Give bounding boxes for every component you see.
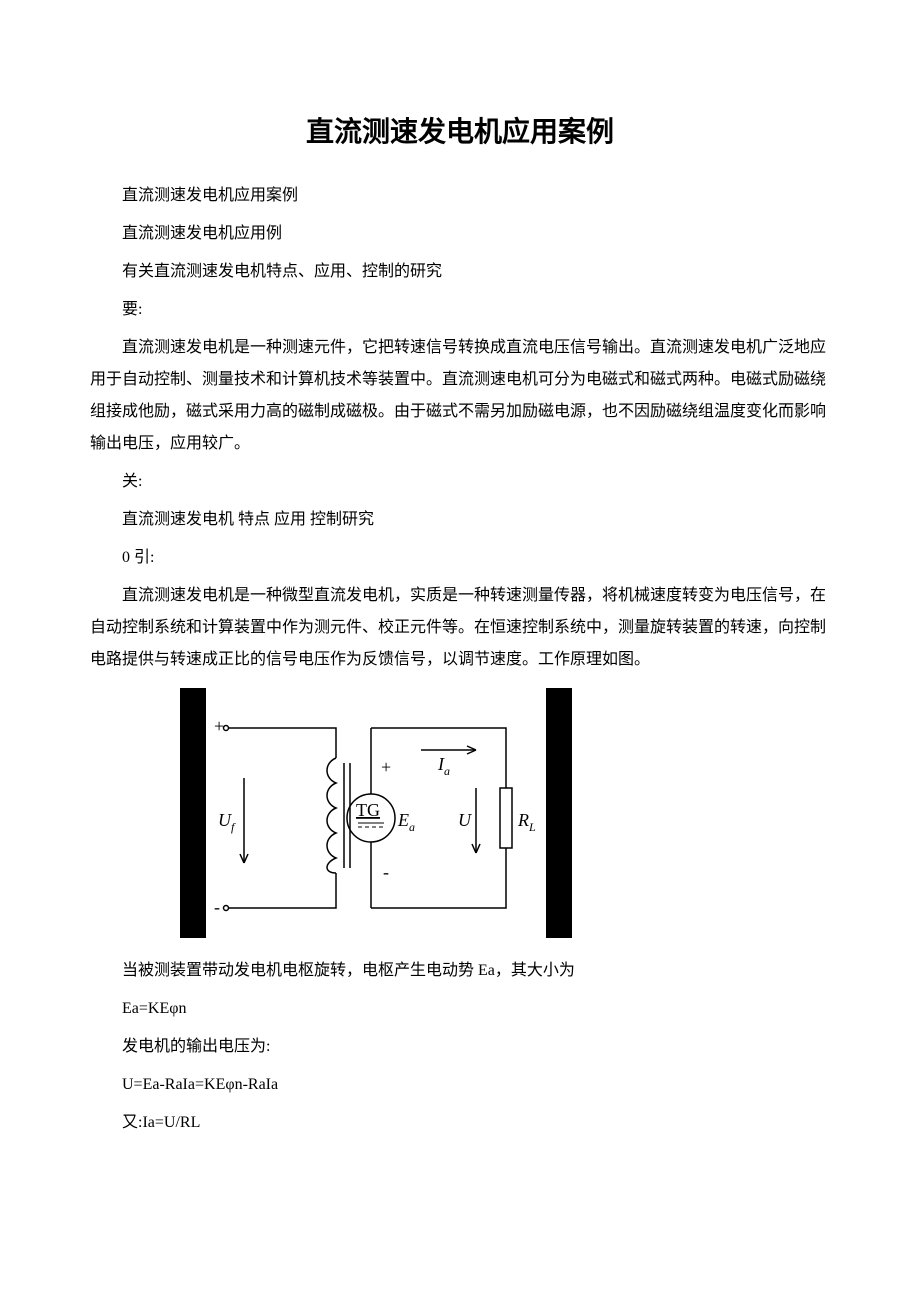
paragraph-5: 直流测速发电机是一种测速元件，它把转速信号转换成直流电压信号输出。直流测速发电机… xyxy=(90,332,830,460)
label-uf: Uf xyxy=(218,810,236,834)
paragraph-14: 又:Ia=U/RL xyxy=(90,1107,830,1139)
label-ea: Ea xyxy=(397,810,415,834)
label-ia: Ia xyxy=(437,754,450,778)
paragraph-10: 当被测装置带动发电机电枢旋转，电枢产生电动势 Ea，其大小为 xyxy=(90,955,830,987)
label-u: U xyxy=(458,810,472,830)
paragraph-2: 直流测速发电机应用例 xyxy=(90,218,830,250)
label-plus-left: + xyxy=(214,716,224,736)
circuit-diagram: + - Uf TG xyxy=(206,688,546,938)
circuit-figure-container: + - Uf TG xyxy=(180,688,830,943)
paragraph-1: 直流测速发电机应用案例 xyxy=(90,180,830,212)
circuit-figure-frame: + - Uf TG xyxy=(180,688,572,938)
page-title: 直流测速发电机应用案例 xyxy=(90,110,830,150)
label-minus-left: - xyxy=(214,897,220,917)
paragraph-8: 0 引: xyxy=(90,542,830,574)
paragraph-6: 关: xyxy=(90,466,830,498)
paragraph-9: 直流测速发电机是一种微型直流发电机，实质是一种转速测量传器，将机械速度转变为电压… xyxy=(90,580,830,676)
label-tg: TG xyxy=(356,800,380,820)
label-minus-mid: - xyxy=(383,862,389,882)
paragraph-12: 发电机的输出电压为: xyxy=(90,1031,830,1063)
paragraph-7: 直流测速发电机 特点 应用 控制研究 xyxy=(90,504,830,536)
paragraph-11: Ea=KEφn xyxy=(90,993,830,1025)
paragraph-13: U=Ea-RaIa=KEφn-RaIa xyxy=(90,1069,830,1101)
label-rl: RL xyxy=(517,810,536,834)
paragraph-3: 有关直流测速发电机特点、应用、控制的研究 xyxy=(90,256,830,288)
paragraph-4: 要: xyxy=(90,294,830,326)
label-plus-mid: + xyxy=(381,757,391,777)
circuit-svg: + - Uf TG xyxy=(206,688,546,938)
